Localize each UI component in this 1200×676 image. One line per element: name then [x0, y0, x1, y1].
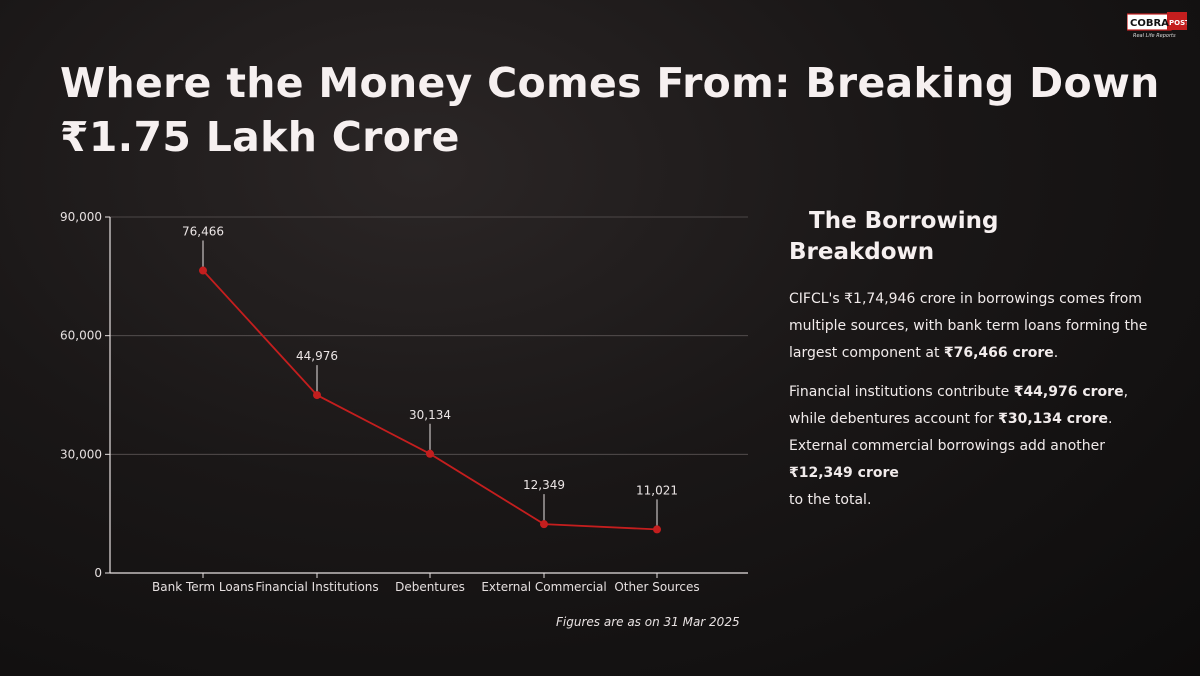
panel-paragraph-1: CIFCL's ₹1,74,946 crore in borrowings co…	[789, 286, 1159, 367]
cobrapost-logo: COBRA POST Real Life Reports	[1127, 12, 1187, 39]
x-tick-label: External Commercial	[481, 580, 606, 594]
panel-heading-line1: The Borrowing	[809, 208, 999, 234]
data-point	[540, 520, 548, 529]
p2-highlight-fi: ₹44,976 crore	[1013, 384, 1124, 400]
panel-paragraph-2: Financial institutions contribute ₹44,97…	[789, 379, 1159, 514]
svg-text:POST: POST	[1169, 19, 1187, 27]
y-tick-label: 90,000	[60, 210, 102, 224]
line-chart: 0 30,000 60,000 90,000 Bank Term Loans Financ…	[60, 210, 748, 594]
data-label: 76,466	[182, 225, 224, 239]
data-label: 44,976	[296, 349, 338, 363]
series-line	[202, 269, 658, 531]
p2-highlight-ecb: ₹12,349 crore	[789, 465, 899, 481]
p2-text-g: to the total.	[789, 492, 872, 508]
p2-highlight-deb: ₹30,134 crore	[998, 411, 1109, 427]
p1-text: CIFCL's ₹1,74,946 crore in borrowings co…	[789, 291, 1148, 361]
page-title: Where the Money Comes From: Breaking Dow…	[60, 59, 1160, 161]
data-point	[653, 525, 661, 534]
p1-end: .	[1053, 345, 1059, 361]
p1-highlight: ₹76,466 crore	[943, 345, 1054, 361]
panel-heading-line2: Breakdown	[789, 239, 935, 265]
data-point	[313, 391, 321, 400]
svg-text:COBRA: COBRA	[1130, 18, 1169, 29]
x-tick-label: Debentures	[395, 580, 465, 594]
p2-text-e: . External commercial borrowings add ano…	[789, 411, 1113, 454]
x-tick-label: Bank Term Loans	[152, 580, 254, 594]
data-label: 30,134	[409, 408, 451, 422]
y-tick-label: 0	[94, 566, 102, 580]
borrowing-panel: The Borrowing Breakdown CIFCL's ₹1,74,94…	[789, 206, 1159, 526]
chart-footnote: Figures are as on 31 Mar 2025	[556, 615, 740, 629]
svg-text:Real Life Reports: Real Life Reports	[1133, 33, 1176, 39]
x-tick-label: Financial Institutions	[255, 580, 378, 594]
data-label: 12,349	[523, 478, 565, 492]
y-tick-label: 30,000	[60, 447, 102, 461]
p2-text-a: Financial institutions contribute	[789, 384, 1014, 400]
x-tick-label: Other Sources	[614, 580, 699, 594]
p2-text-c: , while debentures account for	[789, 384, 1129, 427]
y-tick-label: 60,000	[60, 329, 102, 343]
data-point	[199, 266, 207, 275]
data-label: 11,021	[636, 483, 678, 497]
data-point	[426, 449, 434, 458]
panel-heading: The Borrowing Breakdown	[789, 206, 1159, 268]
chart-area: 0 30,000 60,000 90,000 Bank Term Loans Financ…	[40, 200, 760, 610]
